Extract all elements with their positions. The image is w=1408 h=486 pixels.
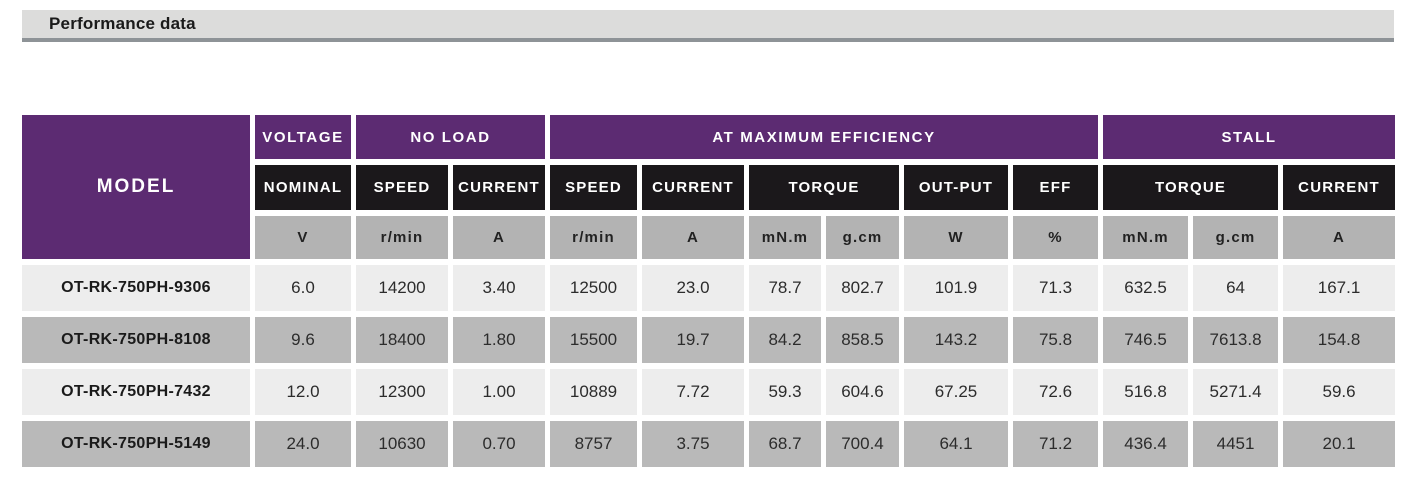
data-cell: 18400 [356, 317, 448, 363]
data-cell: 0.70 [453, 421, 545, 467]
data-cell: 5271.4 [1193, 369, 1279, 415]
data-cell: 167.1 [1283, 265, 1396, 311]
unit-noload-current-a: A [453, 216, 545, 259]
data-cell: 746.5 [1103, 317, 1189, 363]
data-cell: 436.4 [1103, 421, 1189, 467]
data-cell: 59.3 [749, 369, 821, 415]
data-cell: 632.5 [1103, 265, 1189, 311]
data-cell: 4451 [1193, 421, 1279, 467]
subheader-maxeff-torque: TORQUE [749, 165, 899, 210]
data-cell: 3.75 [642, 421, 744, 467]
table-row: OT-RK-750PH-5149 24.0 10630 0.70 8757 3.… [22, 421, 1396, 467]
unit-stall-torque-gcm: g.cm [1193, 216, 1279, 259]
group-header-at-maximum-efficiency: AT MAXIMUM EFFICIENCY [550, 115, 1099, 159]
subheader-noload-current: CURRENT [453, 165, 545, 210]
units-row: V r/min A r/min A mN.m g.cm W % mN.m g.c… [22, 216, 1396, 259]
unit-voltage-v: V [255, 216, 351, 259]
data-cell: 516.8 [1103, 369, 1189, 415]
data-cell: 10630 [356, 421, 448, 467]
data-cell: 8757 [550, 421, 637, 467]
data-cell: 7.72 [642, 369, 744, 415]
data-cell: 14200 [356, 265, 448, 311]
data-cell: 78.7 [749, 265, 821, 311]
data-cell: 71.2 [1013, 421, 1099, 467]
unit-maxeff-torque-gcm: g.cm [826, 216, 899, 259]
table-row: OT-RK-750PH-7432 12.0 12300 1.00 10889 7… [22, 369, 1396, 415]
subheader-stall-current: CURRENT [1283, 165, 1396, 210]
unit-maxeff-torque-mnm: mN.m [749, 216, 821, 259]
unit-noload-speed-rmin: r/min [356, 216, 448, 259]
data-cell: 72.6 [1013, 369, 1099, 415]
group-header-no-load: NO LOAD [356, 115, 545, 159]
data-cell: 700.4 [826, 421, 899, 467]
data-cell: 67.25 [904, 369, 1008, 415]
data-cell: 12500 [550, 265, 637, 311]
data-cell: 143.2 [904, 317, 1008, 363]
data-cell: 71.3 [1013, 265, 1099, 311]
column-header-model: MODEL [22, 115, 250, 259]
performance-table: MODEL VOLTAGE NO LOAD AT MAXIMUM EFFICIE… [17, 109, 1400, 473]
unit-stall-current-a: A [1283, 216, 1396, 259]
data-cell: 75.8 [1013, 317, 1099, 363]
model-cell: OT-RK-750PH-8108 [22, 317, 250, 363]
unit-eff-percent: % [1013, 216, 1099, 259]
data-cell: 6.0 [255, 265, 351, 311]
data-cell: 12300 [356, 369, 448, 415]
subheader-maxeff-current: CURRENT [642, 165, 744, 210]
unit-maxeff-speed-rmin: r/min [550, 216, 637, 259]
model-cell: OT-RK-750PH-5149 [22, 421, 250, 467]
subheader-noload-speed: SPEED [356, 165, 448, 210]
data-cell: 604.6 [826, 369, 899, 415]
data-cell: 84.2 [749, 317, 821, 363]
table-row: OT-RK-750PH-9306 6.0 14200 3.40 12500 23… [22, 265, 1396, 311]
data-cell: 154.8 [1283, 317, 1396, 363]
data-cell: 19.7 [642, 317, 744, 363]
subheader-nominal: NOMINAL [255, 165, 351, 210]
subheader-eff: EFF [1013, 165, 1099, 210]
data-cell: 10889 [550, 369, 637, 415]
data-cell: 7613.8 [1193, 317, 1279, 363]
subheader-maxeff-speed: SPEED [550, 165, 637, 210]
data-cell: 64 [1193, 265, 1279, 311]
data-cell: 1.00 [453, 369, 545, 415]
section-header-bar: Performance data [22, 10, 1394, 42]
subheader-output: OUT-PUT [904, 165, 1008, 210]
data-cell: 802.7 [826, 265, 899, 311]
unit-output-w: W [904, 216, 1008, 259]
group-header-row: MODEL VOLTAGE NO LOAD AT MAXIMUM EFFICIE… [22, 115, 1396, 259]
data-cell: 12.0 [255, 369, 351, 415]
data-cell: 23.0 [642, 265, 744, 311]
data-cell: 101.9 [904, 265, 1008, 311]
data-cell: 3.40 [453, 265, 545, 311]
unit-stall-torque-mnm: mN.m [1103, 216, 1189, 259]
model-cell: OT-RK-750PH-7432 [22, 369, 250, 415]
unit-maxeff-current-a: A [642, 216, 744, 259]
data-cell: 20.1 [1283, 421, 1396, 467]
data-cell: 1.80 [453, 317, 545, 363]
table-row: OT-RK-750PH-8108 9.6 18400 1.80 15500 19… [22, 317, 1396, 363]
data-cell: 9.6 [255, 317, 351, 363]
group-header-stall: STALL [1103, 115, 1396, 159]
data-cell: 64.1 [904, 421, 1008, 467]
data-cell: 59.6 [1283, 369, 1396, 415]
model-cell: OT-RK-750PH-9306 [22, 265, 250, 311]
subheader-stall-torque: TORQUE [1103, 165, 1279, 210]
data-cell: 858.5 [826, 317, 899, 363]
group-header-voltage: VOLTAGE [255, 115, 351, 159]
subheader-row: NOMINAL SPEED CURRENT SPEED CURRENT TORQ… [22, 165, 1396, 210]
data-cell: 24.0 [255, 421, 351, 467]
data-cell: 68.7 [749, 421, 821, 467]
data-cell: 15500 [550, 317, 637, 363]
section-title: Performance data [49, 14, 196, 33]
